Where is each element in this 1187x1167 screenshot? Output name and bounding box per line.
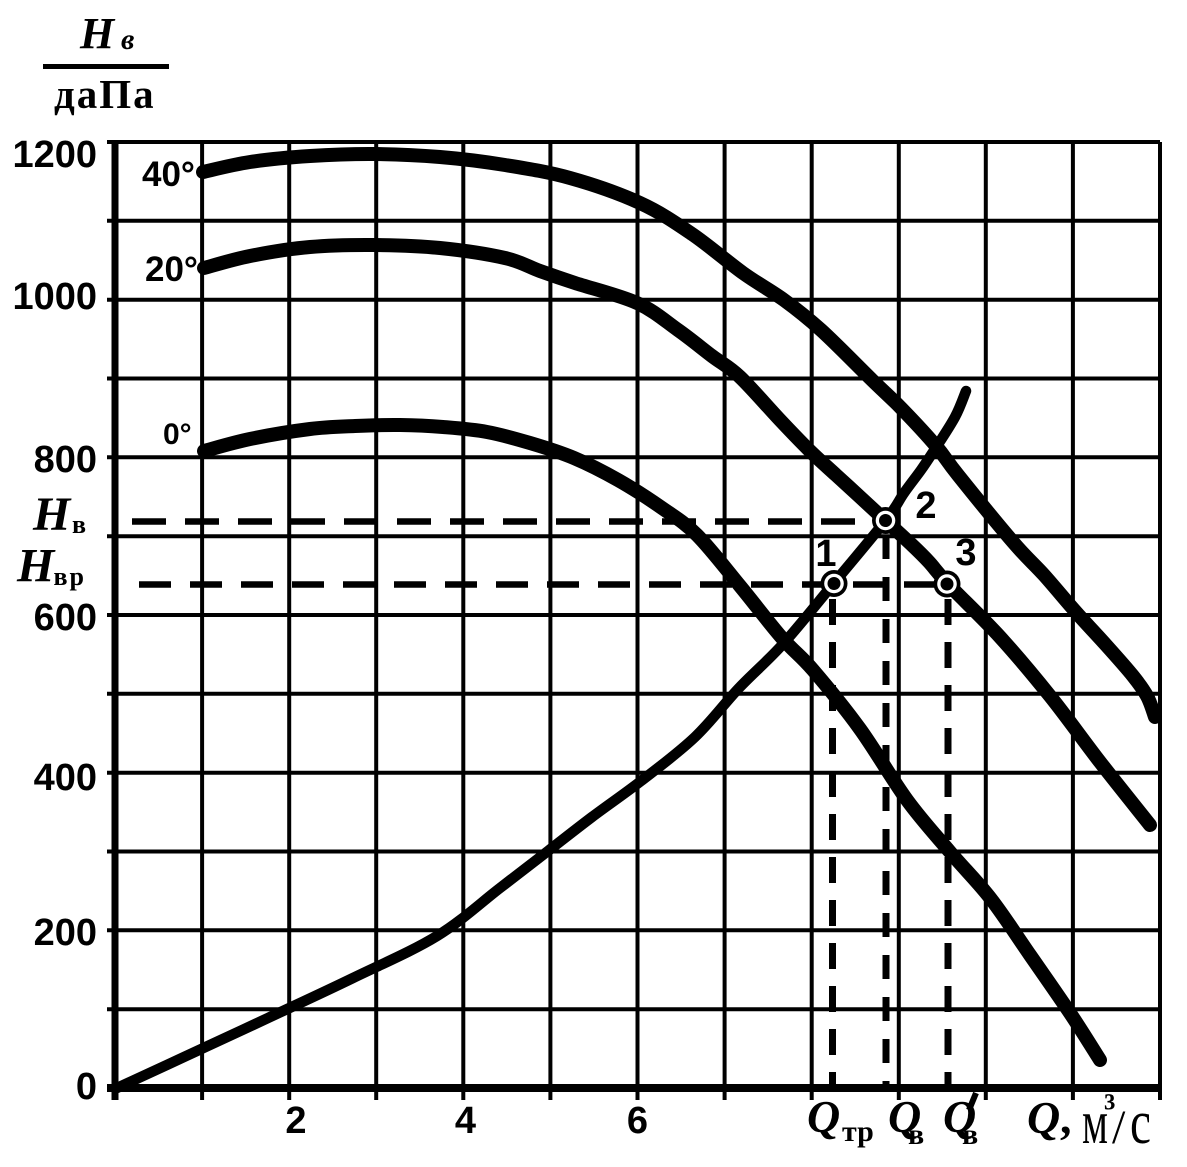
svg-text:тр: тр [842, 1115, 874, 1148]
svg-text:м: м [1082, 1089, 1108, 1157]
svg-text:³: ³ [1104, 1086, 1115, 1128]
svg-text:Н: Н [32, 488, 72, 541]
svg-text:2: 2 [915, 485, 936, 527]
svg-text:Q: Q [1027, 1092, 1060, 1143]
svg-text:/: / [1112, 1101, 1126, 1154]
svg-text:3: 3 [955, 532, 976, 574]
svg-text:1200: 1200 [12, 134, 97, 176]
svg-text:600: 600 [34, 597, 97, 639]
svg-text:Q: Q [807, 1091, 840, 1142]
svg-text:40°: 40° [142, 155, 195, 194]
svg-text:4: 4 [455, 1100, 476, 1142]
svg-text:200: 200 [34, 912, 97, 954]
svg-text:1000: 1000 [12, 276, 97, 318]
svg-text:0: 0 [76, 1066, 97, 1108]
svg-text:в: в [121, 23, 134, 56]
svg-text:с: с [1130, 1089, 1151, 1157]
svg-text:Н: Н [79, 9, 116, 58]
svg-text:даПа: даПа [54, 71, 156, 117]
svg-text:6: 6 [627, 1100, 648, 1142]
svg-text:,: , [1060, 1092, 1072, 1143]
svg-text:0°: 0° [163, 418, 192, 451]
svg-text:800: 800 [34, 439, 97, 481]
svg-text:2: 2 [285, 1100, 306, 1142]
svg-text:р: р [70, 562, 84, 591]
svg-text:Q: Q [888, 1091, 921, 1142]
svg-text:в: в [72, 510, 86, 539]
svg-text:в: в [962, 1118, 978, 1151]
svg-text:в: в [908, 1118, 924, 1151]
svg-text:Н: Н [16, 540, 56, 593]
svg-text:20°: 20° [145, 250, 198, 289]
svg-text:1: 1 [815, 533, 836, 575]
svg-text:в: в [54, 562, 68, 591]
svg-text:400: 400 [34, 757, 97, 799]
